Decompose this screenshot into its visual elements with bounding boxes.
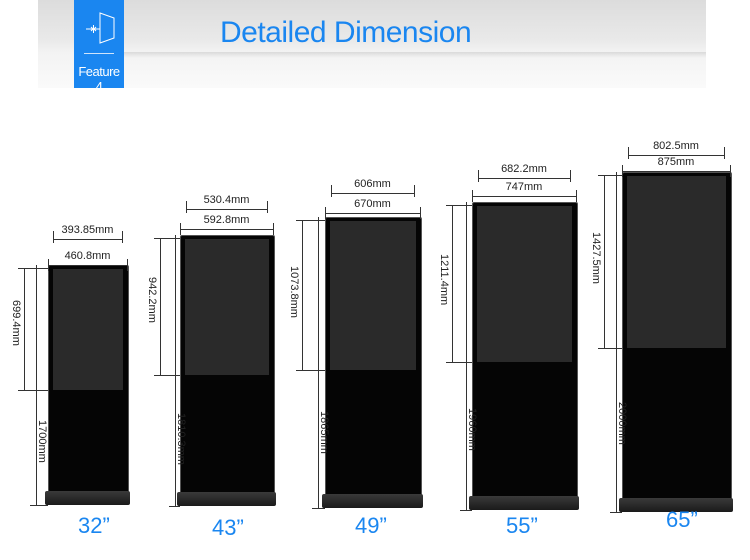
tick <box>598 348 622 349</box>
screen-area <box>330 221 416 370</box>
feature-badge: Feature 4 <box>74 0 124 94</box>
resize-arrows-icon <box>86 12 115 44</box>
screen-width-line <box>186 209 267 210</box>
tick <box>267 201 268 213</box>
total-width-line <box>472 196 576 197</box>
stand-base <box>45 491 130 505</box>
total-width-line <box>180 229 273 230</box>
screen-size-label: 43” <box>212 515 244 540</box>
tick <box>598 175 622 176</box>
screen-width-line <box>628 155 724 156</box>
total-width-label: 875mm <box>657 156 695 168</box>
tick <box>610 512 622 513</box>
tick <box>30 505 48 506</box>
screen-size-label: 32” <box>78 513 110 538</box>
tick <box>48 259 49 271</box>
tick <box>730 165 731 177</box>
tick <box>273 223 274 235</box>
screen-size-label: 49” <box>355 513 387 538</box>
total-width-line <box>325 213 420 214</box>
total-width-line <box>48 265 127 266</box>
screen-width-label: 530.4mm <box>203 194 250 206</box>
stand-base <box>322 494 423 508</box>
screen-width-line <box>53 239 122 240</box>
tick <box>576 190 577 202</box>
tick <box>325 207 326 219</box>
stand-base <box>177 492 276 506</box>
divider <box>84 53 114 54</box>
tick <box>414 185 415 197</box>
page-title: Detailed Dimension <box>220 16 472 49</box>
tick <box>460 510 472 511</box>
tick <box>127 259 128 271</box>
banner-shadow <box>100 52 706 58</box>
tick <box>472 190 473 202</box>
tick <box>186 201 187 213</box>
tick <box>180 223 181 235</box>
tick <box>446 362 472 363</box>
screen-height-line <box>604 175 605 348</box>
screen-width-label: 393.85mm <box>61 224 114 236</box>
tick <box>331 185 332 197</box>
screen-area <box>53 269 123 390</box>
screen-area <box>477 206 572 362</box>
screen-height-label: 1427.5mm <box>590 232 602 284</box>
screen-height-line <box>302 220 303 370</box>
tick <box>296 220 325 221</box>
stand-base <box>619 498 733 512</box>
screen-height-label: 942.2mm <box>146 277 158 323</box>
screen-height-line <box>24 268 25 390</box>
screen-width-label: 606mm <box>354 178 391 190</box>
screen-area <box>185 239 269 375</box>
tick <box>622 165 623 177</box>
screen-area <box>627 176 726 348</box>
total-width-label: 747mm <box>505 181 543 193</box>
tick <box>296 370 325 371</box>
tick <box>154 375 180 376</box>
screen-width-label: 682.2mm <box>501 163 547 175</box>
tick <box>628 147 629 159</box>
total-height-label: 2000mm <box>616 402 628 445</box>
feature-label: Feature 4 <box>78 64 120 94</box>
total-width-label: 460.8mm <box>64 250 111 262</box>
screen-size-label: 55” <box>506 513 538 538</box>
tick <box>570 170 571 182</box>
screen-height-line <box>160 238 161 375</box>
screen-width-line <box>331 193 414 194</box>
total-height-label: 1960mm <box>466 408 478 451</box>
total-width-label: 670mm <box>354 198 391 210</box>
tick <box>724 147 725 159</box>
tick <box>446 205 472 206</box>
screen-height-label: 699.4mm <box>10 299 22 346</box>
total-height-line <box>36 265 37 505</box>
tick <box>312 508 325 509</box>
total-height-label: 1865mm <box>318 411 330 454</box>
total-height-label: 1810.3mm <box>175 412 187 465</box>
total-height-line <box>616 172 617 512</box>
total-height-line <box>175 235 176 506</box>
screen-height-label: 1073.8mm <box>288 265 300 318</box>
tick <box>122 231 123 243</box>
tick <box>169 506 180 507</box>
total-width-label: 592.8mm <box>203 214 250 226</box>
screen-size-label: 65” <box>666 507 698 532</box>
tick <box>53 231 54 243</box>
screen-height-label: 1211.4mm <box>438 254 450 306</box>
screen-height-line <box>452 205 453 362</box>
tick <box>18 268 48 269</box>
tick <box>18 390 48 391</box>
total-height-line <box>466 202 467 510</box>
total-height-line <box>318 217 319 508</box>
stand-base <box>469 496 579 510</box>
total-height-label: 1700mm <box>36 419 48 463</box>
screen-width-line <box>478 178 570 179</box>
header-banner <box>38 0 706 88</box>
tick <box>420 207 421 219</box>
screen-width-label: 802.5mm <box>653 140 699 152</box>
tick <box>478 170 479 182</box>
total-width-line <box>622 171 730 172</box>
tick <box>154 238 180 239</box>
